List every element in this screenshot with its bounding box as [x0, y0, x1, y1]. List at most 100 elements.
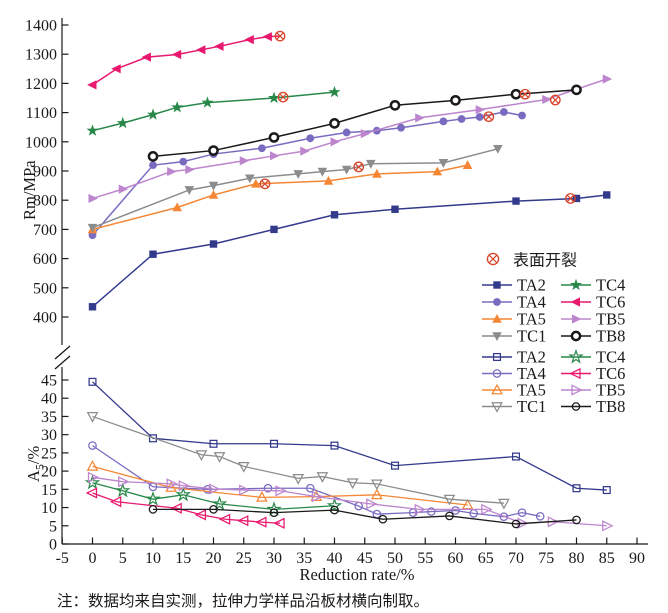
tick-label: 900 [33, 164, 57, 181]
legend-label: TA4 [517, 293, 546, 312]
figure-note: 注：数据均来自实测，拉伸力学样品沿板材横向制取。 [57, 593, 430, 610]
tick-label: 15 [41, 482, 57, 499]
series-TC4-filled [86, 85, 341, 136]
series-line [92, 148, 499, 229]
legend-label: TB5 [596, 310, 625, 329]
legend-label: TB5 [596, 381, 625, 400]
legend-item-TC1-filled: TC1 [482, 327, 546, 346]
legend-label: TA4 [517, 364, 546, 383]
tick-label: 60 [448, 550, 464, 567]
tick-label: 30 [266, 550, 282, 567]
series-TA5-filled [87, 160, 473, 234]
tick-label: 5 [49, 518, 57, 535]
tick-label: 55 [417, 550, 433, 567]
legend-label: TC1 [517, 327, 546, 346]
tick-label: 500 [33, 280, 57, 297]
surface-crack-marker [549, 94, 561, 106]
legend-label: TB8 [596, 397, 625, 416]
surface-crack-marker [519, 88, 531, 100]
legend-crack: 表面开裂 [486, 252, 577, 270]
legend-label: TC4 [596, 348, 625, 367]
axes [54, 18, 648, 545]
legend-item-TA4-filled: TA4 [482, 293, 546, 312]
surface-crack-marker [277, 91, 289, 103]
tick-label: 5 [119, 550, 127, 567]
tick-label: 40 [41, 391, 57, 408]
tick-label: 10 [145, 550, 161, 567]
surface-crack-marker [353, 161, 365, 173]
legend-item-TA4-open: TA4 [482, 364, 546, 383]
axis-break-icon [54, 345, 71, 370]
tick-label: 1000 [25, 134, 57, 151]
legend-label: TB8 [596, 327, 625, 346]
tick-label: 30 [41, 427, 57, 444]
legend-label: TC1 [517, 397, 546, 416]
legend-item-TC1-open: TC1 [482, 397, 546, 416]
tick-label: 1200 [25, 76, 57, 93]
y-axis-label-bottom: A5/% [24, 445, 47, 482]
series-TC6-open [85, 487, 285, 529]
surface-crack-marker [486, 252, 500, 266]
legend-label: TA5 [517, 381, 546, 400]
series-TC1-open [86, 412, 510, 510]
legend-item-TB8-open: TB8 [561, 397, 625, 416]
series-TC1-filled [87, 145, 503, 233]
tick-label: 25 [236, 550, 252, 567]
legend-item-TB8-filled: TB8 [561, 327, 625, 346]
crack-legend-label: 表面开裂 [513, 252, 577, 270]
x-ticks: -5 0 5 10 15 20 25 30 35 40 45 50 55 60 65 70 75 80 85 90 [56, 537, 645, 567]
surface-crack-marker [565, 193, 576, 204]
surface-crack-marker [483, 111, 495, 123]
tick-label: 75 [538, 550, 554, 567]
series-TB8-open [148, 505, 581, 529]
tick-label: 65 [478, 550, 494, 567]
series-line [92, 35, 281, 86]
tick-label: 600 [33, 251, 57, 268]
legend-label: TC4 [596, 276, 625, 295]
legend-item-TA5-open: TA5 [482, 381, 546, 400]
plot-strength [86, 30, 613, 311]
legend-label: TC6 [596, 293, 625, 312]
tick-label: 1400 [25, 18, 57, 35]
series-line [92, 476, 607, 527]
tick-label: 70 [508, 550, 524, 567]
series-TA2-open [88, 377, 611, 495]
tick-label: 800 [33, 193, 57, 210]
legend-label: TA5 [517, 310, 546, 329]
legend-item-TA2-open: TA2 [482, 348, 546, 367]
series-line [92, 465, 468, 506]
series-line [153, 508, 577, 525]
series-TB5-filled [88, 74, 613, 204]
tick-label: 25 [41, 445, 57, 462]
series-line [92, 381, 607, 491]
tick-label: 35 [296, 550, 312, 567]
surface-crack-marker [259, 178, 271, 190]
legend-item-TC4-open: TC4 [561, 348, 625, 367]
tick-label: 50 [387, 550, 403, 567]
series-TA2-filled [88, 191, 611, 311]
tick-label: 90 [629, 550, 645, 567]
x-axis-label: Reduction rate/% [299, 565, 415, 584]
series-line [92, 91, 335, 132]
tick-label: 40 [327, 550, 343, 567]
series-line [92, 492, 281, 524]
tick-label: 0 [49, 537, 57, 554]
series-TA5-open [86, 460, 474, 510]
legend-item-TA5-filled: TA5 [482, 310, 546, 329]
tick-label: -5 [56, 550, 69, 567]
legend-item-TC6-open: TC6 [561, 364, 625, 383]
legend-item-TC6-filled: TC6 [561, 293, 625, 312]
tick-label: 1300 [25, 47, 57, 64]
series-line [92, 415, 504, 504]
series-line [152, 89, 577, 158]
tick-label: 1100 [26, 105, 57, 122]
tick-label: 80 [569, 550, 585, 567]
tick-label: 45 [41, 373, 57, 390]
tick-label: 35 [41, 409, 57, 426]
tick-label: 0 [89, 550, 97, 567]
